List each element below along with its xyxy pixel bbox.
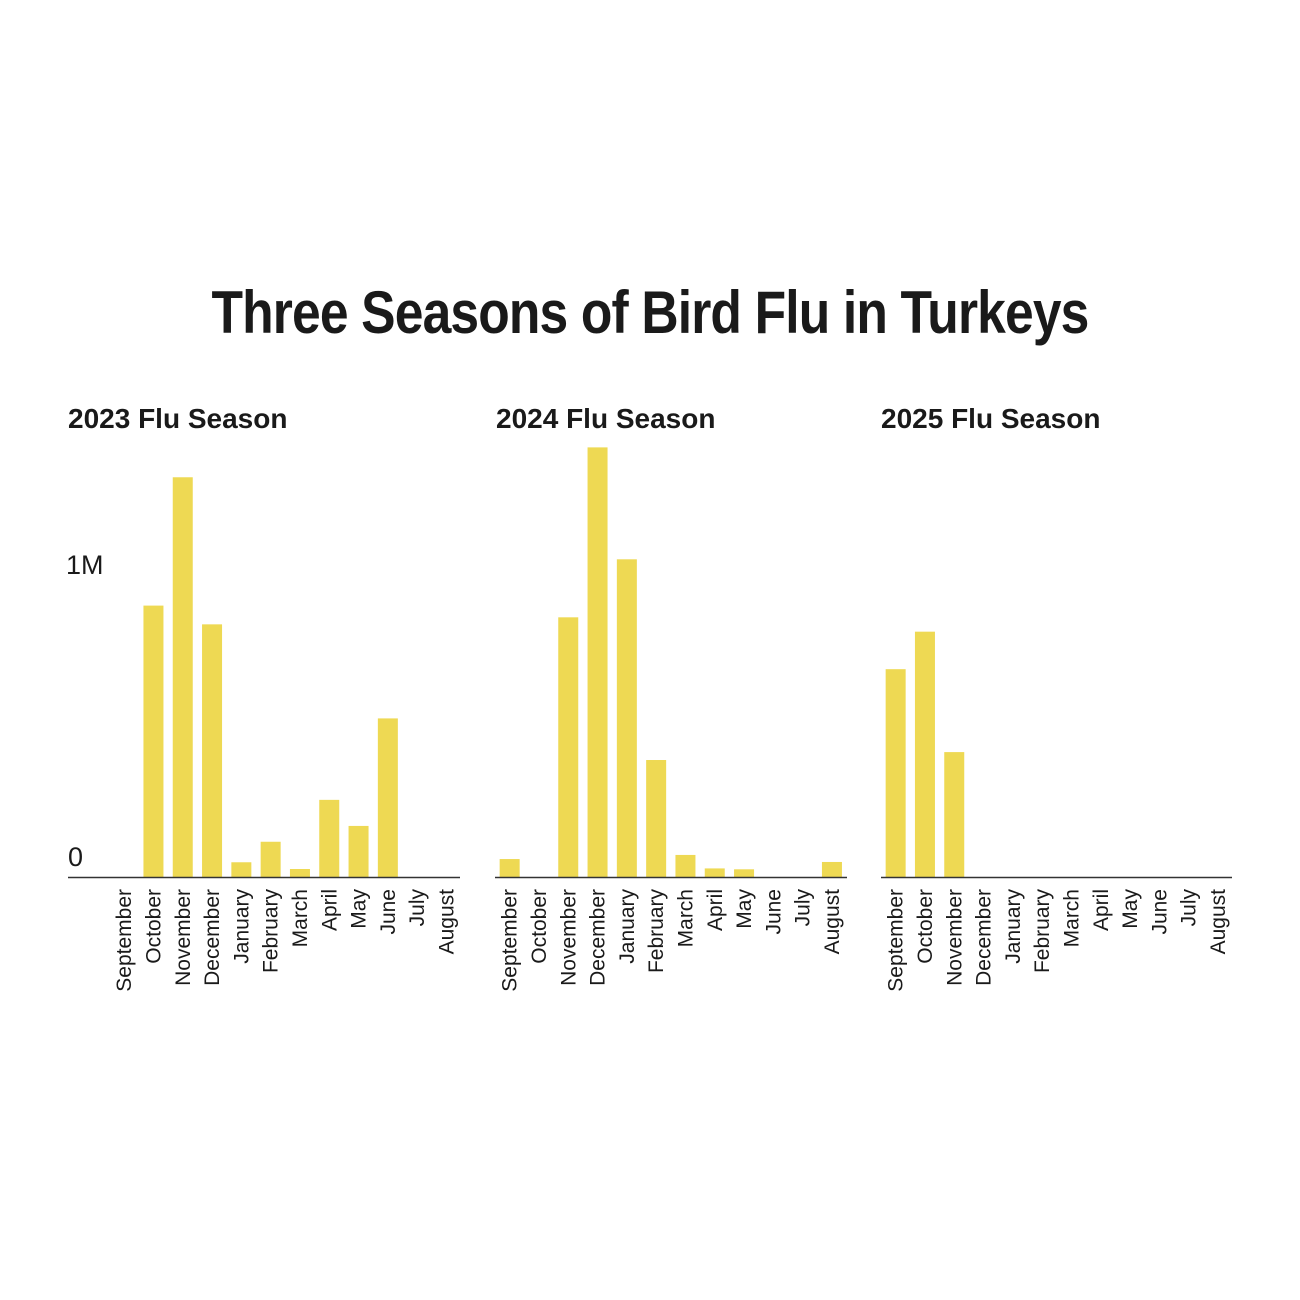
bar-may xyxy=(734,869,755,878)
panel-title: 2024 Flu Season xyxy=(496,403,715,434)
bar-january xyxy=(616,559,637,878)
bar-march xyxy=(289,869,310,878)
panel-1: 2023 Flu Season 0 1M September October Novemb… xyxy=(66,403,460,992)
x-tick-label: October xyxy=(528,889,551,964)
bar-october xyxy=(914,631,935,878)
panel-title: 2023 Flu Season xyxy=(68,403,287,434)
x-tick-label: September xyxy=(499,889,522,992)
x-tick-label: January xyxy=(1002,889,1025,964)
x-tick-label: May xyxy=(1119,889,1142,929)
x-tick-label: April xyxy=(318,889,341,931)
bar-october xyxy=(143,605,164,878)
x-tick-label: June xyxy=(762,889,785,935)
x-tick-label: December xyxy=(587,889,610,986)
panel-title: 2025 Flu Season xyxy=(881,403,1100,434)
x-tick-label: September xyxy=(113,889,136,992)
bar-september xyxy=(885,669,906,878)
bar-august xyxy=(821,861,842,878)
x-tick-label: February xyxy=(1031,889,1054,974)
x-tick-label: August xyxy=(435,889,458,955)
x-tick-label: October xyxy=(914,889,937,964)
x-tick-label: February xyxy=(645,889,668,974)
x-tick-label: May xyxy=(733,889,756,929)
bar-april xyxy=(319,799,340,878)
x-tick-label: November xyxy=(943,889,966,986)
x-tick-label: July xyxy=(1178,889,1201,927)
x-tick-label: March xyxy=(674,889,697,947)
x-tick-label: December xyxy=(973,889,996,986)
bar-november xyxy=(944,752,965,878)
bar-february xyxy=(646,760,667,878)
x-tick-label: March xyxy=(1060,889,1083,947)
x-tick-label: July xyxy=(406,889,429,927)
panel-3: 2025 Flu Season September October November D… xyxy=(881,403,1232,992)
bar-may xyxy=(348,825,369,878)
y-tick-label: 1M xyxy=(66,550,104,580)
bar-february xyxy=(260,841,281,878)
x-tick-label: June xyxy=(377,889,400,935)
bar-march xyxy=(675,854,696,878)
bar-june xyxy=(377,718,398,878)
x-tick-label: December xyxy=(201,889,224,986)
y-tick-label: 0 xyxy=(68,842,83,872)
x-tick-label: March xyxy=(289,889,312,947)
bar-september xyxy=(499,859,520,878)
x-tick-label: October xyxy=(142,889,165,964)
x-tick-label: September xyxy=(885,889,908,992)
x-tick-label: February xyxy=(260,889,283,974)
bar-november xyxy=(172,477,193,878)
bar-december xyxy=(202,624,223,878)
chart-title: Three Seasons of Bird Flu in Turkeys xyxy=(211,279,1089,346)
x-tick-label: January xyxy=(230,889,253,964)
bar-january xyxy=(231,862,252,878)
x-tick-label: January xyxy=(616,889,639,964)
x-tick-label: November xyxy=(172,889,195,986)
x-tick-label: August xyxy=(1207,889,1230,955)
x-tick-label: April xyxy=(704,889,727,931)
x-tick-label: July xyxy=(792,889,815,927)
bar-april xyxy=(704,868,725,878)
x-tick-label: August xyxy=(821,889,844,955)
x-tick-label: June xyxy=(1148,889,1171,935)
panel-2: 2024 Flu Season September October November D… xyxy=(495,403,847,992)
x-tick-label: April xyxy=(1090,889,1113,931)
x-tick-label: May xyxy=(348,889,371,929)
bar-december xyxy=(587,447,608,878)
bar-november xyxy=(558,617,579,878)
x-tick-label: November xyxy=(557,889,580,986)
